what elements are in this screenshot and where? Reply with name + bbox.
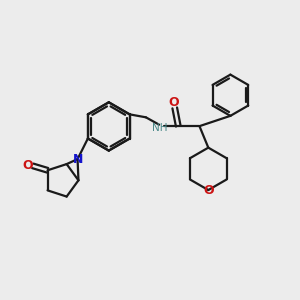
Text: O: O xyxy=(203,184,214,196)
Text: N: N xyxy=(72,153,83,166)
Text: O: O xyxy=(22,159,33,172)
Text: NH: NH xyxy=(152,123,167,133)
Text: O: O xyxy=(168,96,178,109)
